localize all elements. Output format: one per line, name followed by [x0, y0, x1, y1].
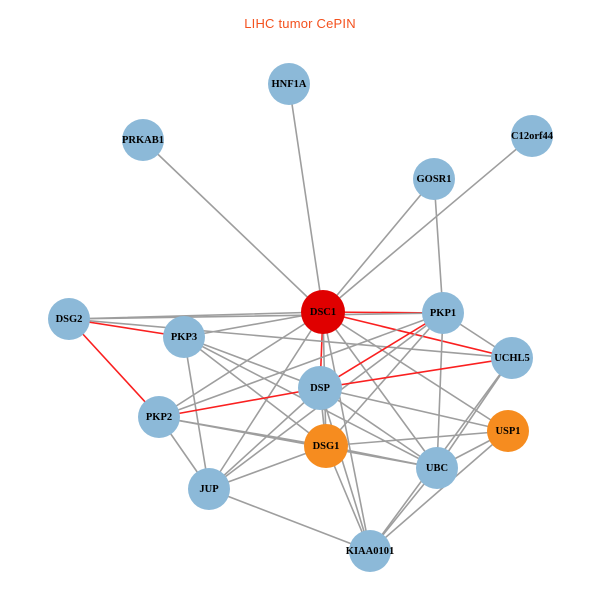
graph-edge-dsc1-ubc: [322, 311, 438, 469]
graph-edge-hnf1a-dsc1: [288, 83, 324, 313]
graph-node-hnf1a[interactable]: HNF1A: [268, 63, 310, 105]
graph-node-dsg1[interactable]: DSG1: [304, 424, 348, 468]
node-label-usp1: USP1: [495, 426, 520, 437]
graph-node-gosr1[interactable]: GOSR1: [413, 158, 455, 200]
graph-edge-dsc1-kiaa0101: [322, 311, 371, 552]
graph-edge-pkp3-jup: [183, 336, 210, 490]
node-circle-pkp3[interactable]: [163, 316, 205, 358]
graph-node-pkp2[interactable]: PKP2: [138, 396, 180, 438]
graph-edge-usp1-kiaa0101: [369, 430, 509, 552]
graph-edge-dsg2-uchl5: [68, 318, 513, 359]
node-label-pkp2: PKP2: [146, 412, 172, 423]
graph-node-kiaa0101[interactable]: KIAA0101: [346, 530, 394, 572]
graph-edge-pkp1-pkp2: [158, 312, 444, 418]
node-circle-prkab1[interactable]: [122, 119, 164, 161]
node-label-hnf1a: HNF1A: [272, 79, 307, 90]
graph-node-dsp[interactable]: DSP: [298, 366, 342, 410]
graph-edge-dsc1-pkp3: [183, 311, 324, 338]
graph-edge-dsg2-pkp2: [68, 318, 160, 418]
graph-node-dsg2[interactable]: DSG2: [48, 298, 90, 340]
graph-edge-dsc1-pkp2: [158, 311, 324, 418]
node-layer: HNF1A PRKAB1 C12orf44 GOSR1 DSC1 PKP1 DSG2 PKP3…: [48, 63, 554, 572]
graph-node-uchl5[interactable]: UCHL5: [491, 337, 533, 379]
graph-node-prkab1[interactable]: PRKAB1: [122, 119, 164, 161]
graph-edge-pkp1-dsp: [319, 312, 444, 389]
graph-edge-dsp-jup: [208, 387, 321, 490]
node-label-c12orf44: C12orf44: [511, 131, 554, 142]
graph-edge-dsp-kiaa0101: [319, 387, 371, 552]
node-circle-dsg1[interactable]: [304, 424, 348, 468]
node-label-jup: JUP: [199, 484, 219, 495]
graph-edge-dsc1-uchl5: [322, 311, 513, 359]
graph-edge-dsp-uchl5: [319, 357, 513, 389]
graph-edge-dsp-pkp2: [158, 387, 321, 418]
graph-node-jup[interactable]: JUP: [188, 468, 230, 510]
node-label-pkp3: PKP3: [171, 332, 197, 343]
graph-edge-pkp1-ubc: [436, 312, 444, 469]
node-label-pkp1: PKP1: [430, 308, 456, 319]
graph-node-pkp1[interactable]: PKP1: [422, 292, 464, 334]
graph-edge-c12orf44-dsc1: [322, 135, 533, 313]
graph-node-ubc[interactable]: UBC: [416, 447, 458, 489]
graph-node-dsc1[interactable]: DSC1: [301, 290, 345, 334]
node-circle-hnf1a[interactable]: [268, 63, 310, 105]
node-circle-dsc1[interactable]: [301, 290, 345, 334]
node-circle-uchl5[interactable]: [491, 337, 533, 379]
graph-edge-dsc1-usp1: [322, 311, 509, 432]
graph-edge-dsg1-usp1: [325, 430, 509, 447]
node-circle-gosr1[interactable]: [413, 158, 455, 200]
graph-edge-dsg2-pkp1: [68, 312, 444, 320]
node-circle-c12orf44[interactable]: [511, 115, 553, 157]
node-label-dsg1: DSG1: [313, 441, 340, 452]
node-label-ubc: UBC: [426, 463, 448, 474]
graph-edge-pkp3-dsp: [183, 336, 321, 389]
node-label-uchl5: UCHL5: [494, 353, 530, 364]
page-title: LIHC tumor CePIN: [244, 16, 356, 31]
graph-node-pkp3[interactable]: PKP3: [163, 316, 205, 358]
graph-edge-gosr1-dsc1: [322, 178, 435, 313]
graph-edge-dsp-usp1: [319, 387, 509, 432]
graph-edge-jup-kiaa0101: [208, 488, 371, 552]
graph-edge-dsp-ubc: [319, 387, 438, 469]
node-label-gosr1: GOSR1: [416, 174, 451, 185]
node-label-dsc1: DSC1: [310, 307, 336, 318]
node-label-prkab1: PRKAB1: [122, 135, 164, 146]
node-circle-pkp2[interactable]: [138, 396, 180, 438]
graph-node-usp1[interactable]: USP1: [487, 410, 529, 452]
graph-edge-pkp3-dsg1: [183, 336, 327, 447]
node-circle-kiaa0101[interactable]: [349, 530, 391, 572]
node-circle-jup[interactable]: [188, 468, 230, 510]
node-circle-dsg2[interactable]: [48, 298, 90, 340]
graph-node-c12orf44[interactable]: C12orf44: [511, 115, 554, 157]
node-label-dsp: DSP: [310, 383, 330, 394]
graph-edge-gosr1-pkp1: [433, 178, 444, 314]
node-circle-usp1[interactable]: [487, 410, 529, 452]
graph-edge-prkab1-dsc1: [142, 139, 324, 313]
node-label-kiaa0101: KIAA0101: [346, 546, 394, 557]
node-circle-pkp1[interactable]: [422, 292, 464, 334]
node-circle-dsp[interactable]: [298, 366, 342, 410]
node-circle-ubc[interactable]: [416, 447, 458, 489]
node-label-dsg2: DSG2: [56, 314, 83, 325]
graph-edge-pkp1-dsg1: [325, 312, 444, 447]
